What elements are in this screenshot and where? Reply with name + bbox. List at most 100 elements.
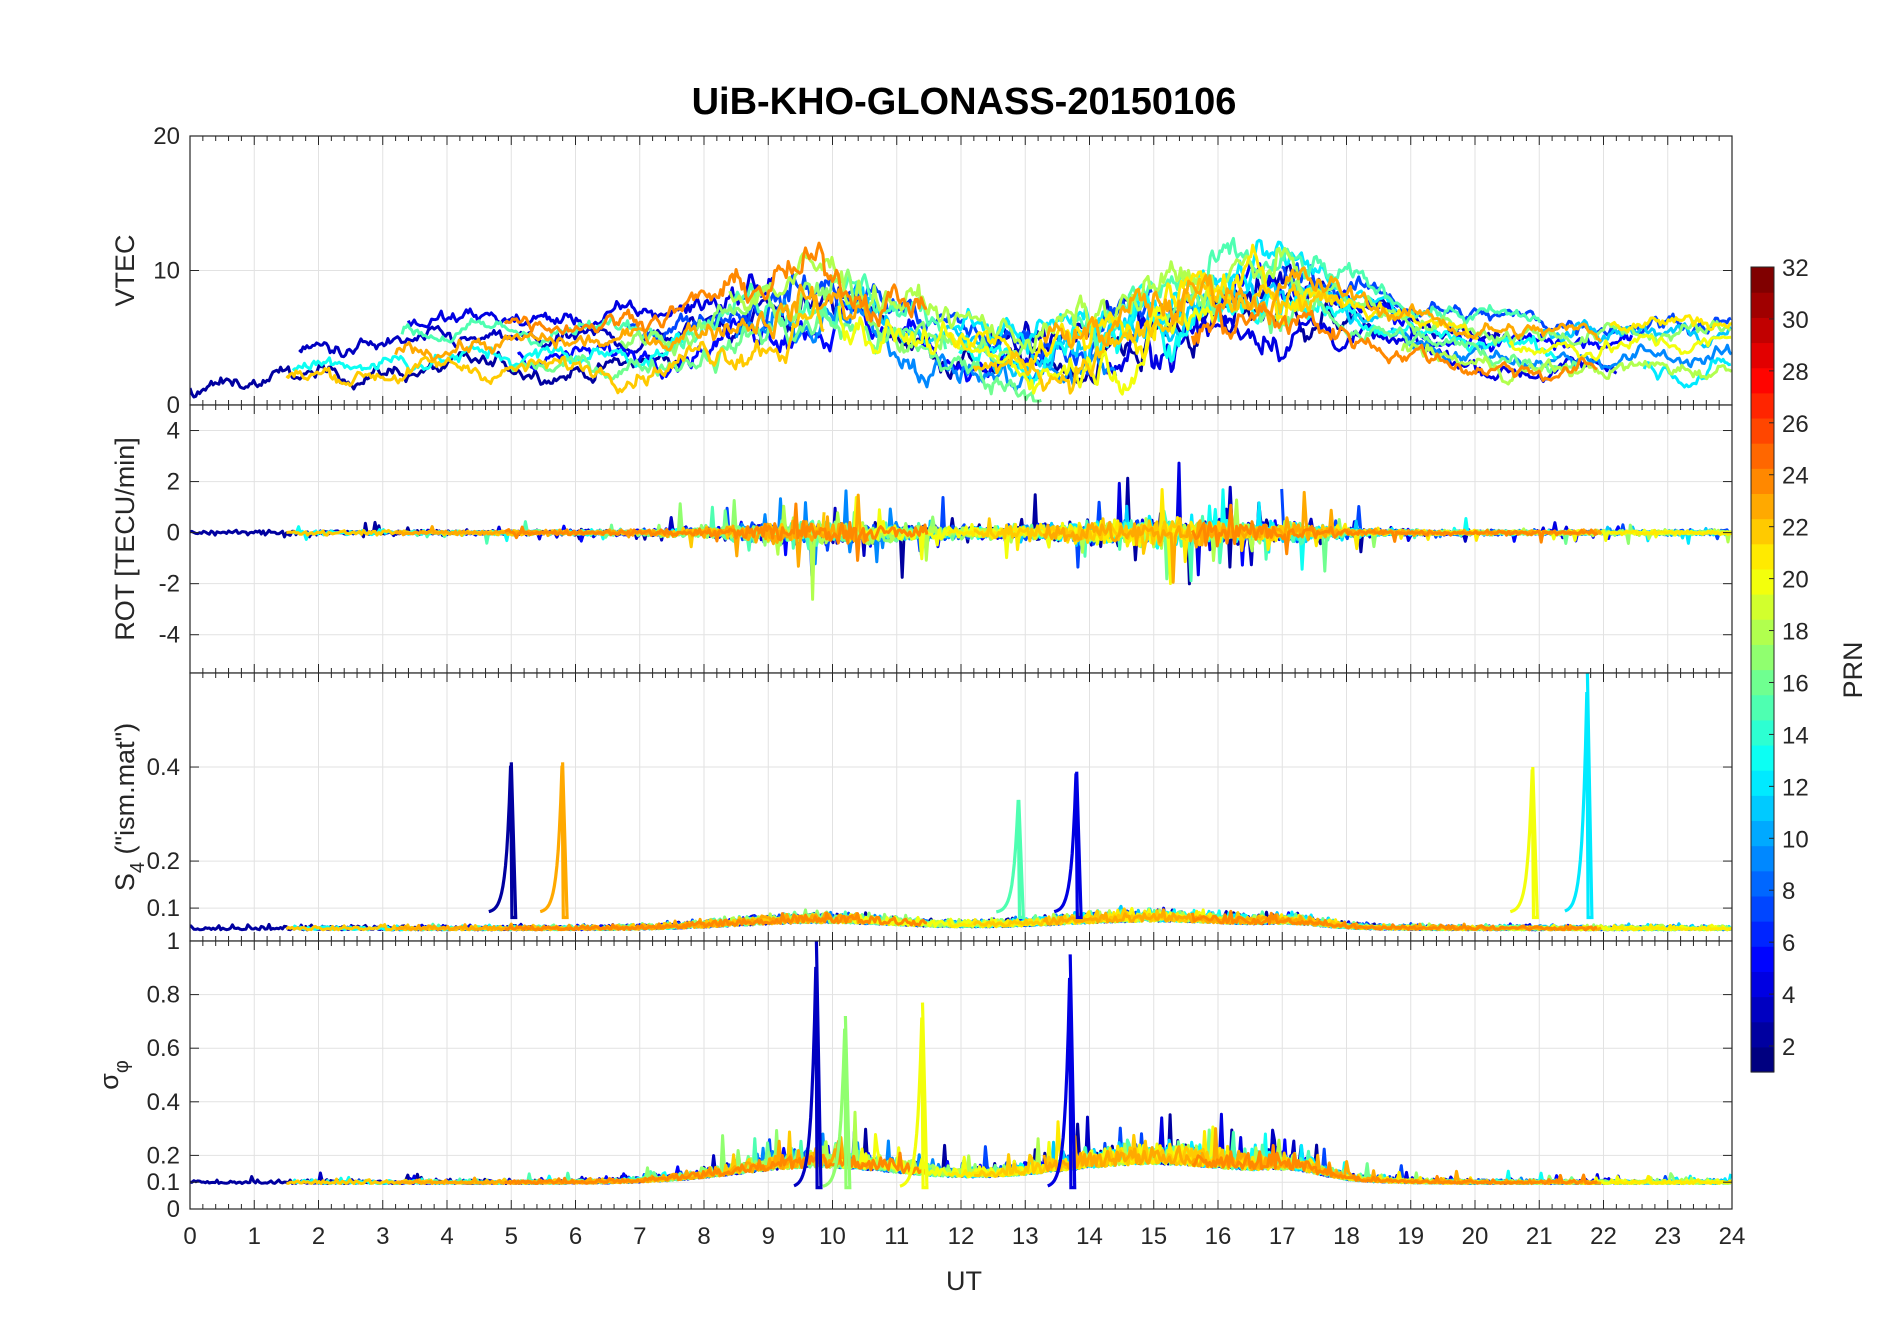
y-tick-label: 0.6 xyxy=(147,1035,180,1062)
colorbar-tick-label: 24 xyxy=(1782,463,1809,490)
colorbar-segment xyxy=(1751,744,1774,771)
y-tick-label: 0.4 xyxy=(147,754,180,781)
x-tick-label: 12 xyxy=(948,1223,975,1250)
x-tick-label: 21 xyxy=(1526,1223,1553,1250)
colorbar-segment xyxy=(1751,267,1774,293)
series-prn-24 xyxy=(504,1140,929,1185)
y-tick-label: 0.2 xyxy=(147,848,180,875)
colorbar-tick-label: 10 xyxy=(1782,826,1809,853)
colorbar-segment xyxy=(1751,694,1774,721)
colorbar-segment xyxy=(1751,543,1774,570)
series-prn-23 xyxy=(1042,266,1603,349)
x-tick-label: 24 xyxy=(1719,1223,1746,1250)
spike-mark xyxy=(995,799,1025,920)
y-tick-label: 0 xyxy=(167,1196,180,1223)
series-prn-22 xyxy=(972,276,1344,395)
y-tick-label: 0.2 xyxy=(147,1142,180,1169)
series-lines xyxy=(190,236,1732,403)
x-tick-label: 17 xyxy=(1269,1223,1296,1250)
series-prn-24 xyxy=(504,502,929,562)
x-tick-label: 6 xyxy=(569,1223,582,1250)
y-tick-label: 0.1 xyxy=(147,1169,180,1196)
x-tick-label: 15 xyxy=(1140,1223,1167,1250)
series-lines xyxy=(190,673,1732,932)
y-axis-label-sigma_phi: σφ xyxy=(94,1060,133,1090)
x-tick-label: 22 xyxy=(1590,1223,1617,1250)
x-tick-label: 3 xyxy=(376,1223,389,1250)
panel-s4: 0.1 0.2 0.4S4 ("ism.mat") xyxy=(110,672,1733,942)
series-prn-21 xyxy=(1609,314,1732,334)
colorbar-segment xyxy=(1751,493,1774,520)
x-tick-label: 7 xyxy=(633,1223,646,1250)
series-prn-24 xyxy=(504,911,928,932)
series-prn-24 xyxy=(503,241,928,336)
y-tick-label: 0.8 xyxy=(147,982,180,1009)
x-tick-label: 18 xyxy=(1333,1223,1360,1250)
x-tick-label: 20 xyxy=(1462,1223,1489,1250)
colorbar-segment xyxy=(1751,946,1774,972)
series-prn-22 xyxy=(286,1130,826,1185)
y-tick-label: 4 xyxy=(167,418,180,445)
spike-mark xyxy=(1053,771,1083,920)
y-tick-label: -2 xyxy=(159,571,180,598)
colorbar-segment xyxy=(1751,417,1774,444)
x-tick-label: 11 xyxy=(884,1223,909,1250)
colorbar-segment xyxy=(1751,518,1774,545)
series-prn-21 xyxy=(1609,528,1732,537)
series-prn-13 xyxy=(958,283,1557,388)
y-tick-label: 0 xyxy=(167,520,180,547)
colorbar-segment xyxy=(1751,845,1774,872)
spike-mark xyxy=(822,1015,852,1190)
x-tick-label: 4 xyxy=(440,1223,453,1250)
x-tick-label: 9 xyxy=(762,1223,775,1250)
y-tick-label: 10 xyxy=(153,258,180,285)
spike-mark xyxy=(793,941,823,1190)
series-prn-23 xyxy=(394,283,870,362)
y-tick-label: 0.1 xyxy=(147,895,180,922)
chart-title: UiB-KHO-GLONASS-20150106 xyxy=(692,81,1237,123)
spike-mark xyxy=(539,762,569,920)
colorbar-segment xyxy=(1751,770,1774,796)
series-prn-20 xyxy=(837,305,1217,396)
colorbar-tick-label: 32 xyxy=(1782,255,1809,282)
spike-mark xyxy=(899,1002,929,1190)
x-tick-label: 14 xyxy=(1076,1223,1103,1250)
series-prn-24 xyxy=(1190,303,1598,382)
y-tick-label: -4 xyxy=(159,622,180,649)
colorbar-tick-label: 28 xyxy=(1782,359,1809,386)
x-tick-label: 0 xyxy=(183,1223,196,1250)
x-tick-label: 5 xyxy=(505,1223,518,1250)
colorbar-segment xyxy=(1751,820,1774,847)
y-tick-label: 20 xyxy=(153,123,180,150)
colorbar-segment xyxy=(1751,443,1774,469)
y-tick-label: 0.4 xyxy=(147,1089,180,1116)
series-prn-24 xyxy=(1191,1144,1599,1185)
colorbar-tick-label: 18 xyxy=(1782,619,1809,646)
colorbar-segment xyxy=(1751,568,1774,595)
colorbar-segment xyxy=(1751,392,1774,419)
x-tick-label: 23 xyxy=(1654,1223,1681,1250)
series-prn-24 xyxy=(1190,503,1598,556)
series-lines xyxy=(190,941,1732,1190)
y-tick-label: 0 xyxy=(167,392,180,419)
x-tick-label: 1 xyxy=(248,1223,261,1250)
y-axis-label-rot: ROT [TECU/min] xyxy=(110,437,140,641)
spike-mark xyxy=(488,762,518,920)
x-tick-label: 10 xyxy=(819,1223,846,1250)
colorbar-segment xyxy=(1751,342,1774,369)
series-prn-21 xyxy=(1609,1175,1732,1185)
colorbar-segment xyxy=(1751,719,1774,746)
colorbar-tick-label: 26 xyxy=(1782,411,1809,438)
colorbar-tick-label: 16 xyxy=(1782,670,1809,697)
x-tick-label: 2 xyxy=(312,1223,325,1250)
x-tick-label: 16 xyxy=(1205,1223,1232,1250)
series-prn-2 xyxy=(190,350,681,399)
spike-mark xyxy=(1509,766,1539,920)
series-prn-24 xyxy=(1190,909,1598,932)
colorbar-tick-label: 8 xyxy=(1782,878,1795,905)
colorbar-segment xyxy=(1751,468,1774,495)
colorbar-label: PRN xyxy=(1838,641,1868,698)
colorbar-segment xyxy=(1751,1046,1774,1073)
